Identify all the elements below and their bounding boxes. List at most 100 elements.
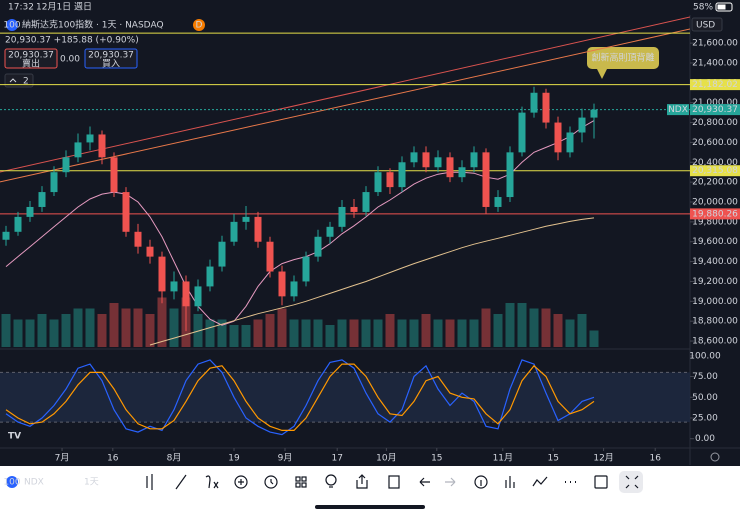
y-tick-label: 19,000.00 bbox=[692, 297, 738, 307]
volume-bar bbox=[589, 330, 599, 347]
moving-average bbox=[149, 217, 595, 346]
fx-icon[interactable] bbox=[205, 475, 219, 489]
volume-bar bbox=[349, 319, 359, 347]
currency-box[interactable] bbox=[691, 17, 723, 32]
price-label: 20,930.37 bbox=[692, 105, 738, 115]
share-icon[interactable] bbox=[356, 474, 368, 489]
toolbar-interval[interactable]: 1天 bbox=[84, 478, 99, 488]
y-tick-label: 19,800.00 bbox=[692, 217, 738, 227]
volume-bar bbox=[469, 319, 479, 347]
volume-bar bbox=[193, 314, 203, 347]
candle-body bbox=[470, 152, 478, 168]
layout-icon[interactable] bbox=[295, 476, 301, 482]
candle-body bbox=[14, 216, 22, 232]
x-tick-label: 15 bbox=[431, 454, 442, 464]
price-label-box bbox=[690, 208, 740, 220]
buy-button[interactable] bbox=[84, 48, 138, 69]
last-tag: NDX bbox=[668, 105, 688, 115]
home-indicator bbox=[315, 505, 425, 509]
quote: 20,930.37 +185.88 (+0.90%) bbox=[5, 36, 139, 46]
fullscreen-icon[interactable] bbox=[594, 475, 608, 489]
trend-icon[interactable] bbox=[532, 476, 548, 487]
toolbar-logo-text: 100 bbox=[3, 478, 20, 488]
candle-body bbox=[86, 134, 94, 143]
y-tick-label: 21,000.00 bbox=[692, 98, 738, 108]
x-tick-label: 16 bbox=[649, 454, 661, 464]
candle-body bbox=[338, 206, 346, 227]
report-icon[interactable] bbox=[388, 475, 400, 489]
add-icon[interactable] bbox=[234, 475, 248, 489]
stoch-tick-label: 0.00 bbox=[695, 434, 715, 444]
stoch-line bbox=[5, 359, 595, 436]
y-tick-label: 19,400.00 bbox=[692, 257, 738, 267]
collapse-button[interactable] bbox=[619, 471, 643, 493]
volume-bar bbox=[481, 308, 491, 347]
stoch-tick-label: 75.00 bbox=[692, 372, 718, 382]
buy-label: 買入 bbox=[102, 59, 120, 70]
annotation[interactable]: 創新高則頂背離 bbox=[587, 47, 659, 79]
toolbar-symbol[interactable]: NDX bbox=[24, 478, 44, 488]
candle-body bbox=[38, 192, 46, 207]
redo-icon[interactable] bbox=[445, 477, 456, 487]
info-icon[interactable] bbox=[474, 475, 488, 489]
chevron-icon bbox=[9, 78, 17, 83]
sell-button[interactable] bbox=[4, 48, 58, 69]
y-tick-label: 19,200.00 bbox=[692, 277, 738, 287]
undo-icon[interactable] bbox=[419, 477, 430, 487]
candle-body bbox=[326, 226, 334, 237]
stoch-line bbox=[5, 363, 595, 431]
last-tag-box bbox=[667, 104, 689, 116]
candle-body bbox=[194, 286, 202, 307]
candle-icon[interactable] bbox=[146, 474, 153, 490]
candle-body bbox=[554, 122, 562, 153]
candle-body bbox=[542, 92, 550, 123]
candle-body bbox=[290, 281, 298, 297]
stoch-tick-label: 50.00 bbox=[692, 393, 718, 403]
volume-bar bbox=[157, 297, 167, 347]
candle-body bbox=[518, 112, 526, 153]
settings-icon[interactable] bbox=[710, 452, 720, 462]
volume-bar bbox=[169, 308, 179, 347]
candle-body bbox=[206, 266, 214, 287]
volume-bar bbox=[109, 303, 119, 347]
volume-bar bbox=[217, 319, 227, 347]
volume-bar bbox=[397, 319, 407, 347]
candle-body bbox=[110, 157, 118, 193]
volume-bar bbox=[289, 319, 299, 347]
candle-body bbox=[458, 167, 466, 178]
moving-average bbox=[5, 120, 595, 326]
badge bbox=[193, 19, 205, 31]
candle-body bbox=[146, 246, 154, 257]
alert-icon[interactable] bbox=[264, 475, 278, 489]
y-tick-label: 20,400.00 bbox=[692, 158, 738, 168]
volume-bar bbox=[121, 308, 131, 347]
price-label: 19,880.26 bbox=[692, 209, 738, 219]
annotation-box bbox=[587, 47, 659, 69]
x-tick-label: 17 bbox=[331, 454, 342, 464]
x-tick-label: 10月 bbox=[376, 453, 396, 464]
candle-body bbox=[122, 192, 130, 232]
sell-price: 20,930.37 bbox=[8, 51, 54, 61]
candle-body bbox=[578, 117, 586, 133]
bars-icon[interactable] bbox=[505, 476, 515, 488]
volume-bar bbox=[49, 319, 59, 347]
volume-bar bbox=[265, 314, 275, 347]
y-tick-label: 20,600.00 bbox=[692, 138, 738, 148]
idea-icon[interactable] bbox=[325, 474, 337, 486]
candle-body bbox=[374, 172, 382, 193]
stoch-band bbox=[0, 372, 690, 423]
volume-bar bbox=[409, 319, 419, 347]
volume-bar bbox=[133, 308, 143, 347]
candle-body bbox=[218, 241, 226, 267]
volume-bar bbox=[325, 325, 335, 347]
draw-icon[interactable] bbox=[175, 474, 187, 490]
candle-body bbox=[506, 152, 514, 198]
oscillator-pane bbox=[0, 359, 690, 436]
candle-body bbox=[386, 172, 394, 188]
volume-bar bbox=[385, 314, 395, 347]
currency: USD bbox=[696, 21, 715, 31]
indicator-toggle[interactable] bbox=[4, 73, 34, 88]
candle-body bbox=[230, 221, 238, 242]
volume-bar bbox=[301, 319, 311, 347]
